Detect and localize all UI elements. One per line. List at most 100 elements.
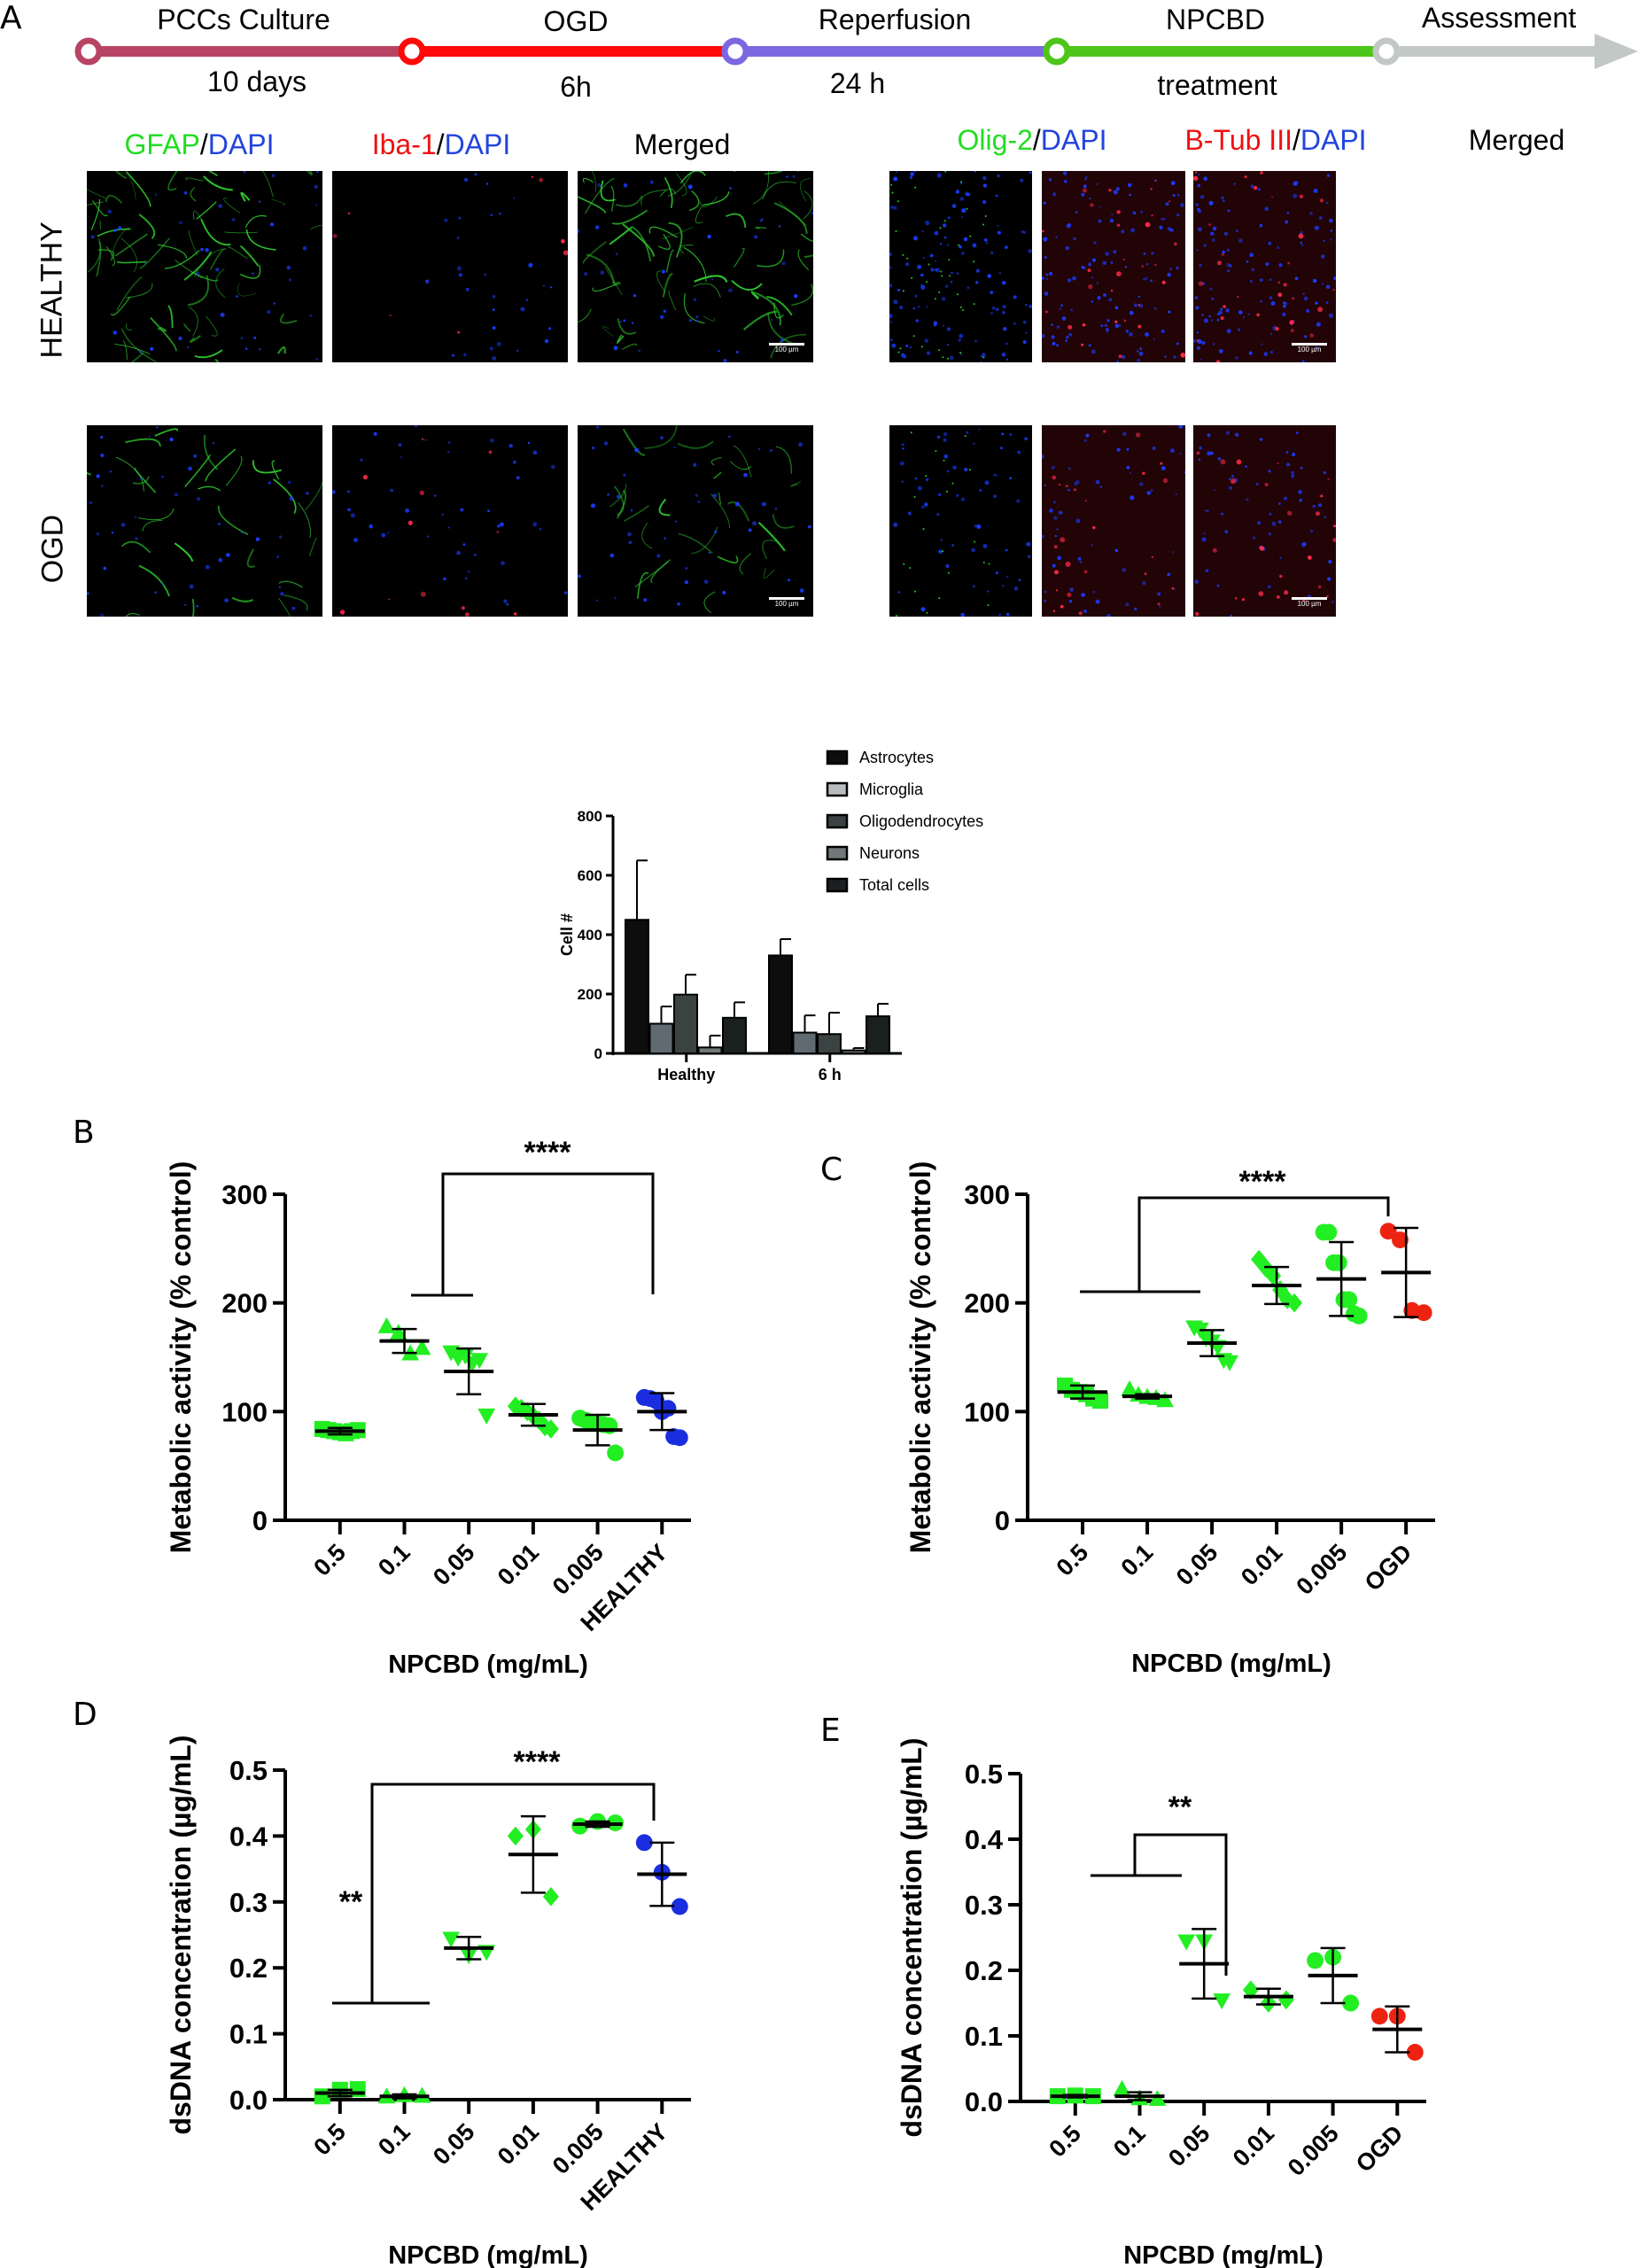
x-tick-label: HEALTHY — [576, 1539, 673, 1636]
micrograph-healthy-merged-left: 100 µm — [578, 171, 813, 362]
y-axis-title: Metabolic activity (% control) — [904, 1161, 936, 1554]
scale-bar-line — [769, 343, 804, 346]
x-axis-title: NPCBD (mg/mL) — [1131, 1650, 1331, 1678]
x-tick-label: 0.01 — [1228, 2120, 1279, 2171]
micrograph-ogd-btub3 — [1042, 425, 1185, 617]
micrograph-image — [893, 428, 1031, 617]
x-tick-label: 0.005 — [547, 1539, 609, 1600]
stain-header-right-1: Olig-2/DAPI — [958, 124, 1107, 157]
y-tick-label: 0 — [594, 1045, 602, 1062]
y-tick-label: 300 — [221, 1179, 268, 1210]
panel-label-e: E — [820, 1713, 841, 1749]
micrograph-ogd-olig2 — [889, 425, 1032, 617]
micrograph-image — [578, 425, 811, 614]
micrograph-image — [87, 426, 322, 617]
x-tick-label: 0.005 — [1283, 2120, 1344, 2181]
y-tick-label: 0.4 — [965, 1824, 1004, 1855]
legend-label: Microglia — [859, 781, 924, 798]
micrograph-ogd-gfap — [87, 425, 322, 617]
scale-bar-label: 100 µm — [774, 346, 799, 353]
legend-label: Total cells — [859, 876, 929, 894]
timeline-stage-1-title: PCCs Culture — [157, 4, 330, 35]
x-tick-label: 0.05 — [1171, 1539, 1223, 1590]
x-tick-label: 0.01 — [493, 1539, 544, 1590]
scale-bar: 100 µm — [769, 343, 804, 353]
y-tick-label: 0.1 — [229, 2019, 268, 2050]
y-tick-label: 0.3 — [229, 1887, 268, 1918]
micrograph-ogd-merged-left: 100 µm — [578, 425, 813, 617]
scale-bar-label: 100 µm — [1297, 346, 1322, 353]
x-tick-label: 0.005 — [547, 2118, 609, 2179]
y-tick-label: 0.2 — [229, 1953, 268, 1984]
y-axis-title: dsDNA concentration (µg/mL) — [165, 1735, 197, 2134]
x-tick-label: 0.05 — [1163, 2120, 1215, 2171]
micrograph-healthy-btub3 — [1042, 171, 1185, 362]
x-axis-title: NPCBD (mg/mL) — [388, 1651, 588, 1679]
significance-label: **** — [1239, 1165, 1287, 1199]
micrograph-healthy-gfap — [87, 171, 322, 362]
stain-header-part: / — [1032, 124, 1041, 156]
timeline-stage-2-title: OGD — [543, 5, 609, 37]
y-tick-label: 0.5 — [965, 1759, 1003, 1790]
y-tick-label: 0.0 — [229, 2085, 268, 2116]
y-tick-label: 200 — [578, 986, 602, 1003]
micrograph-ogd-merged-right: 100 µm — [1193, 425, 1336, 617]
x-tick-label: HEALTHY — [576, 2118, 673, 2216]
scale-bar-line — [1292, 343, 1327, 346]
x-axis-title: NPCBD (mg/mL) — [388, 2241, 588, 2268]
x-tick-label: 0.5 — [1044, 2120, 1086, 2163]
x-tick-label: OGD — [1351, 2120, 1409, 2178]
stain-header-part: DAPI — [207, 128, 275, 160]
x-tick-label: 0.01 — [493, 2118, 544, 2170]
panel-label-b: B — [73, 1115, 95, 1151]
x-tick-label: 0.01 — [1236, 1539, 1287, 1590]
row-label-ogd: OGD — [35, 514, 70, 584]
y-tick-label: 200 — [964, 1288, 1010, 1319]
y-tick-label: 200 — [221, 1288, 268, 1319]
timeline-graphic — [74, 34, 1638, 69]
micrograph-image — [1193, 425, 1336, 617]
timeline-stage-5-title: Assessment — [1421, 2, 1577, 34]
significance-label: **** — [524, 1136, 572, 1169]
scale-bar-label: 100 µm — [1297, 600, 1322, 608]
stain-header-part: / — [436, 128, 445, 160]
y-axis-title: dsDNA concentration (µg/mL) — [896, 1737, 928, 2137]
x-tick-label: 0.05 — [428, 1539, 479, 1590]
stain-header-right-3: Merged — [1469, 124, 1565, 157]
x-tick-label: 0.005 — [1291, 1539, 1352, 1600]
y-tick-label: 0.4 — [229, 1821, 268, 1852]
stain-header-part: Merged — [633, 128, 731, 160]
stain-header-part: / — [199, 128, 208, 160]
x-tick-label: 0.1 — [373, 1539, 415, 1581]
significance-label: ** — [339, 1885, 363, 1919]
x-category-label: Healthy — [657, 1066, 715, 1084]
y-tick-label: 0.0 — [965, 2086, 1003, 2117]
stain-header-part: DAPI — [1300, 124, 1367, 156]
stain-header-left-1: GFAP/DAPI — [125, 128, 275, 161]
y-tick-label: 800 — [578, 808, 602, 825]
y-tick-label: 100 — [964, 1396, 1010, 1427]
scale-bar: 100 µm — [1292, 343, 1327, 353]
y-tick-label: 300 — [964, 1179, 1010, 1210]
x-tick-label: 0.1 — [373, 2118, 415, 2161]
stain-header-left-2: Iba-1/DAPI — [372, 128, 511, 161]
stain-header-part: DAPI — [1040, 124, 1107, 156]
experimental-timeline: PCCs Culture 10 days OGD 6h Reperfusion … — [0, 0, 1638, 115]
legend-label: Astrocytes — [859, 749, 934, 766]
y-tick-label: 400 — [578, 927, 602, 944]
stain-header-part: B-Tub III — [1184, 124, 1293, 156]
panel-label-a: A — [0, 0, 22, 36]
significance-label: **** — [514, 1745, 562, 1779]
micrograph-image — [1042, 425, 1185, 617]
stain-header-part: GFAP — [124, 128, 200, 160]
stain-header-part: Iba-1 — [371, 128, 437, 160]
x-axis-title: NPCBD (mg/mL) — [1123, 2241, 1324, 2268]
timeline-stage-2-duration: 6h — [560, 71, 592, 103]
micrograph-image — [332, 173, 568, 361]
timeline-stage-3-duration: 24 h — [829, 67, 886, 99]
y-tick-label: 0.3 — [965, 1890, 1003, 1921]
y-tick-label: 0.5 — [229, 1755, 268, 1786]
micrograph-healthy-iba1 — [332, 171, 568, 362]
scale-bar: 100 µm — [1292, 597, 1327, 608]
micrograph-healthy-olig2 — [889, 171, 1032, 362]
